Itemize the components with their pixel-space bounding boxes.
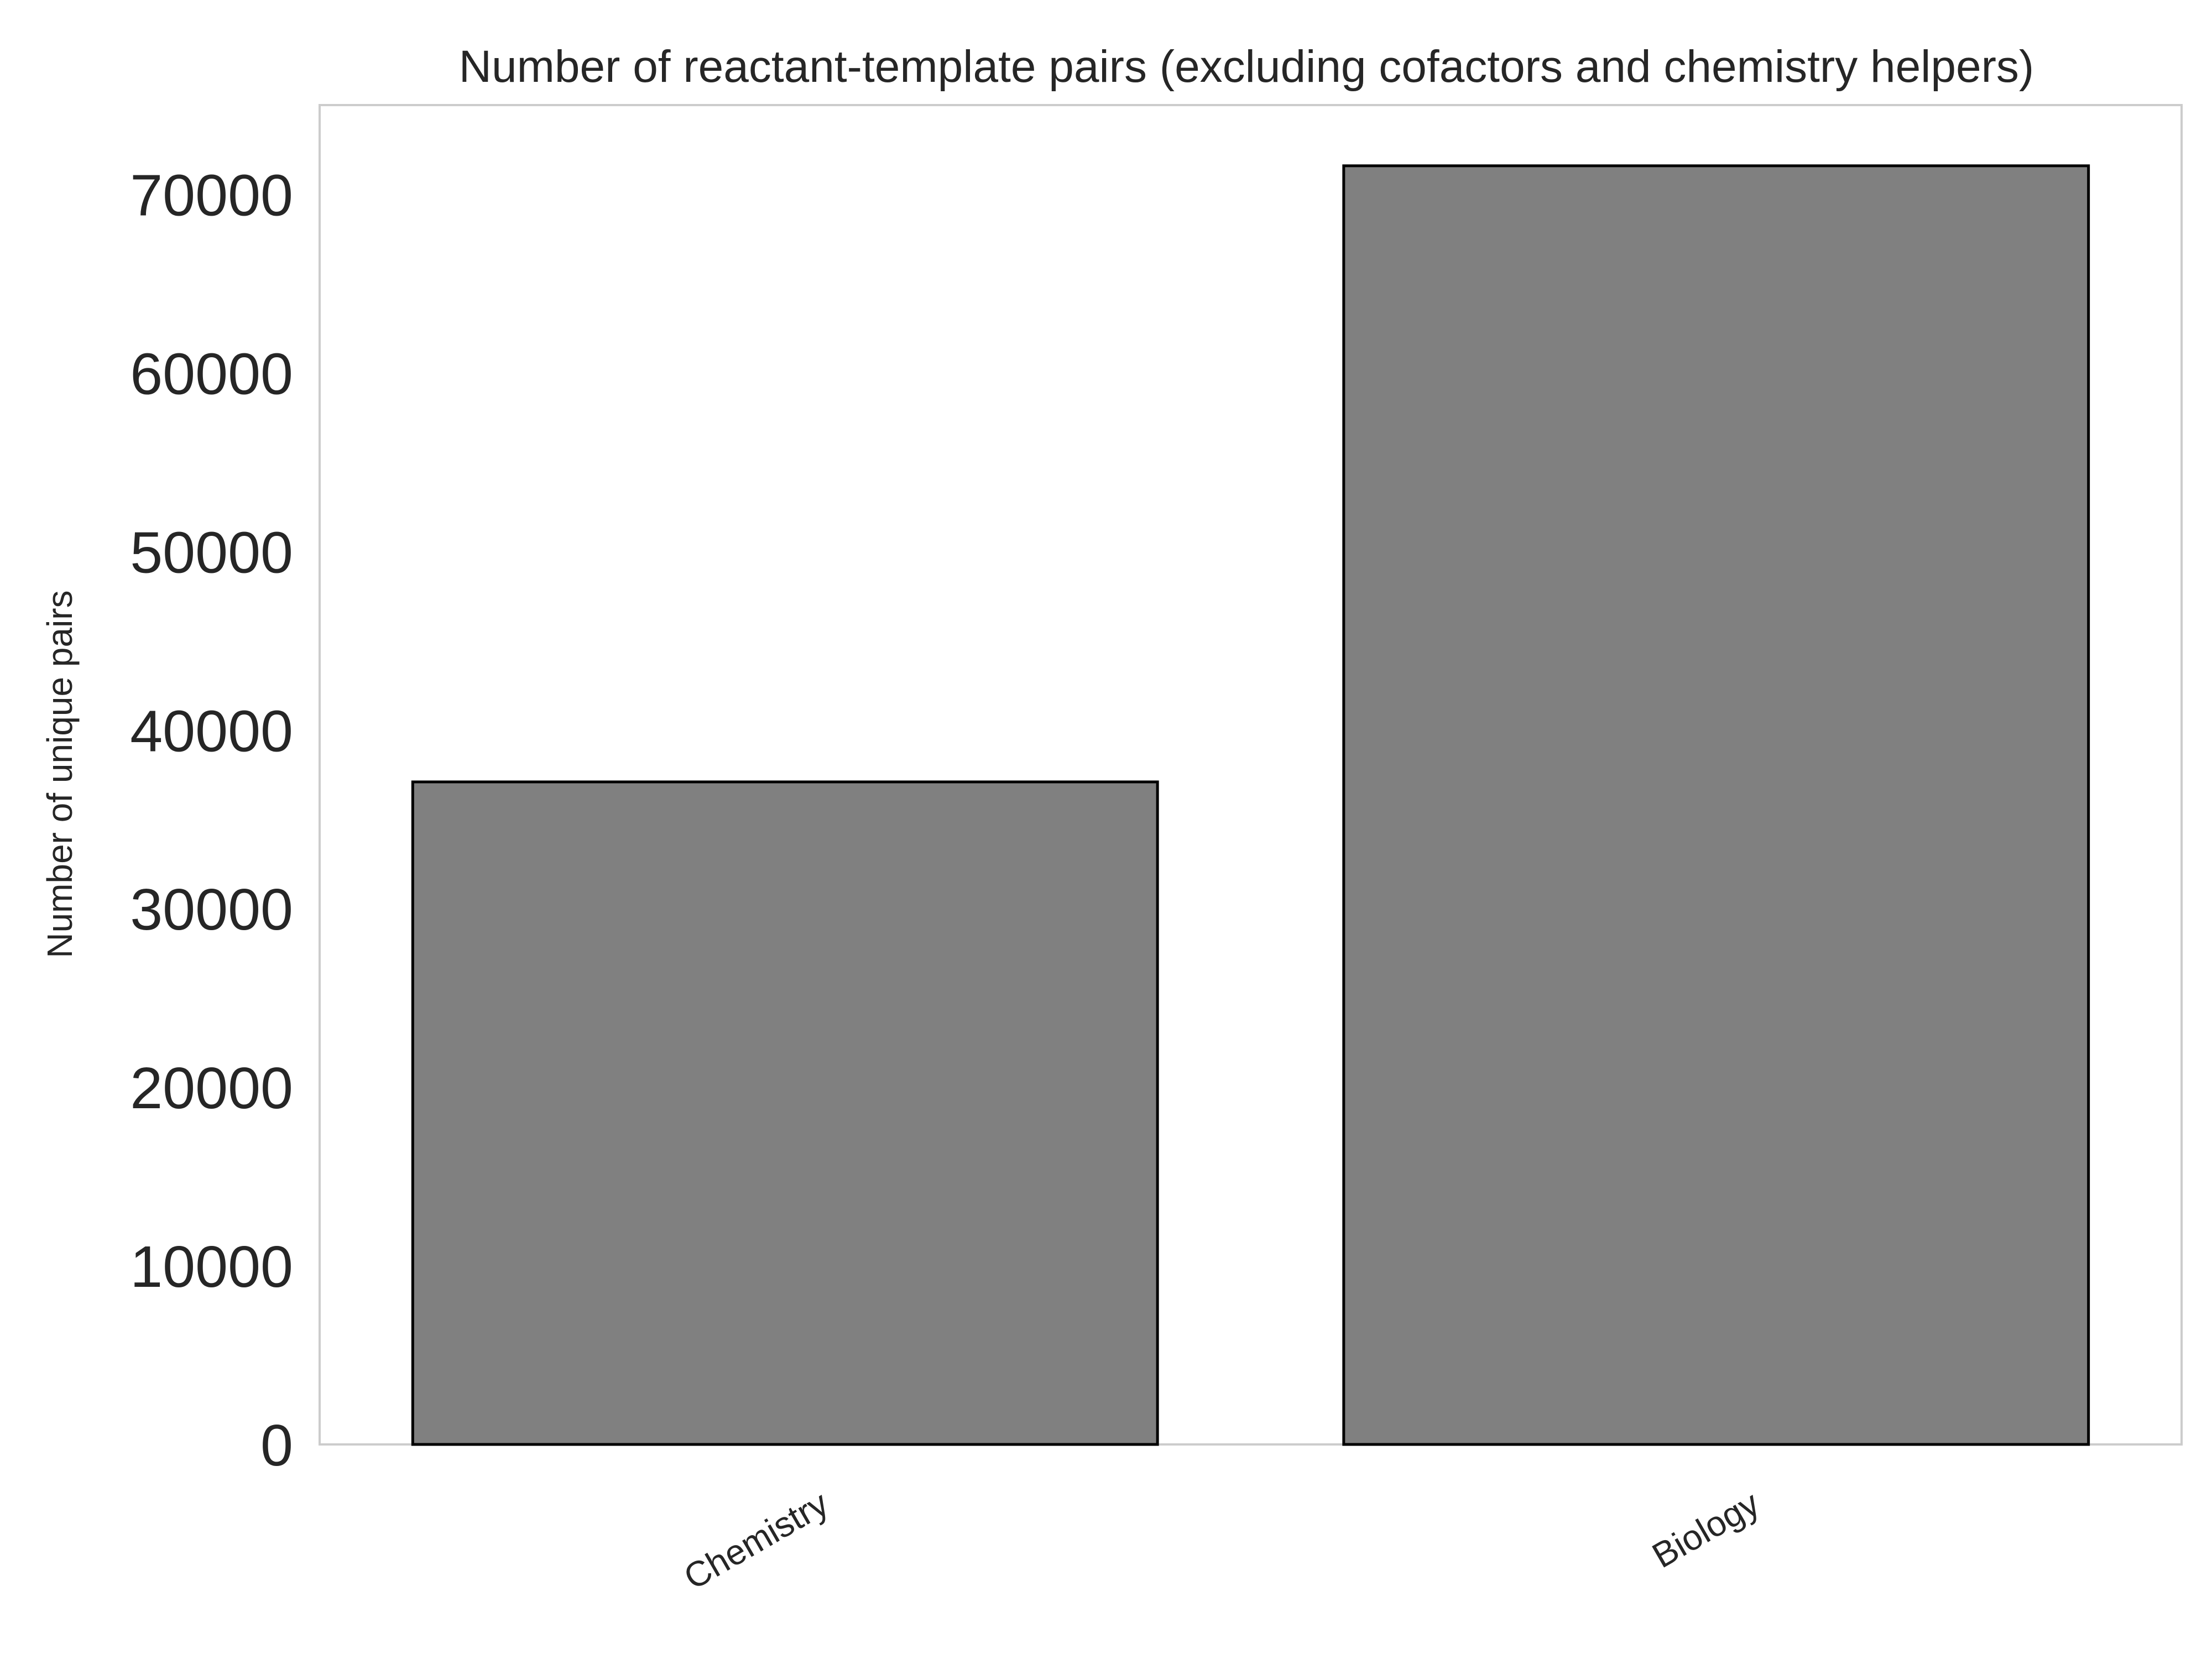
y-axis-ticks: 0 10000 20000 30000 40000 50000 60000 70000 bbox=[130, 163, 293, 1478]
y-tick-label: 20000 bbox=[130, 1056, 293, 1121]
x-axis-ticks: Chemistry Biology bbox=[677, 1483, 1766, 1597]
y-tick-label: 50000 bbox=[130, 520, 293, 585]
bar-chemistry bbox=[411, 780, 1159, 1446]
chart-title: Number of reactant-template pairs (exclu… bbox=[459, 41, 2034, 92]
x-tick-label-biology: Biology bbox=[1646, 1483, 1766, 1575]
y-tick-label: 30000 bbox=[130, 877, 293, 942]
y-tick-label: 60000 bbox=[130, 341, 293, 406]
bars-group bbox=[411, 164, 2090, 1446]
y-tick-label: 10000 bbox=[130, 1234, 293, 1300]
y-tick-label: 40000 bbox=[130, 698, 293, 764]
y-axis-label: Number of unique pairs bbox=[40, 590, 80, 958]
plot-frame bbox=[319, 104, 2183, 1446]
y-tick-label: 70000 bbox=[130, 163, 293, 228]
bar-biology bbox=[1342, 164, 2090, 1446]
x-tick-label-chemistry: Chemistry bbox=[677, 1483, 835, 1597]
y-tick-label: 0 bbox=[260, 1413, 293, 1478]
